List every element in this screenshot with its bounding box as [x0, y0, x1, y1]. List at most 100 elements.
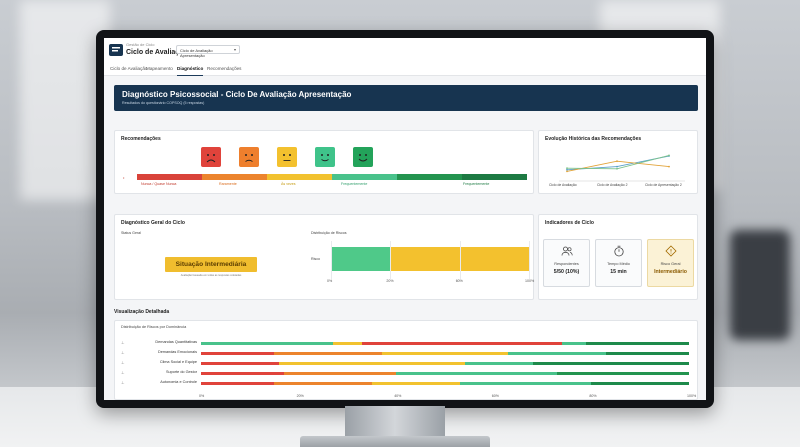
domain-axis-tick: 20%	[296, 394, 304, 398]
app-header: Gestão de Ciclo Ciclo de Avaliação Ciclo…	[104, 38, 706, 62]
face-very-sad-icon	[201, 147, 221, 167]
background-window	[20, 0, 110, 200]
evolucao-x-label: Ciclo de Avaliação 2	[597, 183, 628, 187]
domain-row-segment	[201, 372, 284, 375]
distribution-gridline	[529, 241, 530, 279]
scale-label: Raramente	[219, 182, 237, 186]
distribution-segment	[331, 247, 391, 271]
app-logo-icon	[109, 44, 123, 56]
evolucao-line-chart	[559, 154, 685, 182]
scale-segment	[332, 174, 397, 180]
tab-diagnostico[interactable]: Diagnóstico	[177, 66, 204, 76]
evolucao-card: Evolução Histórica das Recomendações Cic…	[538, 130, 698, 194]
domain-axis-tick: 0%	[199, 394, 205, 398]
distribution-gridline	[331, 241, 332, 279]
distribution-gridline	[390, 241, 392, 279]
indicadores-card: Indicadores de Ciclo Respondentes 5/50 (…	[538, 214, 698, 300]
banner-subtitle: Resultados do questionário COPSOQ (5 res…	[122, 101, 205, 105]
distribution-tick-label: 60%	[455, 279, 463, 283]
domain-row-segment	[283, 372, 397, 375]
domain-row-label: Demandas Quantitativas	[155, 340, 197, 344]
evolucao-point	[668, 165, 670, 168]
evolucao-title: Evolução Histórica das Recomendações	[545, 136, 642, 142]
scale-label: Frequentemente	[341, 182, 368, 186]
indicator-respondentes: Respondentes 5/50 (10%)	[543, 239, 590, 287]
indicator-label: Tempo Médio	[607, 262, 630, 266]
domain-row-segment	[371, 382, 460, 385]
domain-row-segment	[532, 362, 689, 365]
indicator-tempo-medio: Tempo Médio 15 min	[595, 239, 642, 287]
face-neutral-icon	[277, 147, 297, 167]
distribution-bar	[331, 247, 529, 271]
domain-row-label: Autonomia e Controle	[160, 380, 197, 384]
tab-recomendacoes[interactable]: Recomendações	[207, 66, 242, 71]
row-expand-icon[interactable]: ⊥	[121, 350, 125, 355]
domain-row-segment	[201, 382, 275, 385]
domain-axis-tick: 80%	[589, 394, 597, 398]
domain-row-segment	[591, 382, 689, 385]
screen: Gestão de Ciclo Ciclo de Avaliação Ciclo…	[104, 38, 706, 400]
domain-axis-tick: 100%	[687, 394, 697, 398]
domain-row-label: Clima Social e Equipe	[159, 360, 197, 364]
visualizacao-title: Visualização Detalhada	[114, 309, 170, 315]
domain-row-segment	[464, 362, 533, 365]
indicator-value: Intermediário	[654, 269, 687, 275]
domain-row-segment	[562, 342, 587, 345]
domain-row-segment	[606, 352, 689, 355]
domain-row-segment	[201, 352, 275, 355]
visualizacao-subtitle: Distribuição de Riscos por Dominância	[121, 325, 187, 329]
scale-label: Nunca / Quase Nunca	[141, 182, 177, 186]
evolucao-x-label: Ciclo de Apresentação 2	[645, 183, 682, 187]
distribution-row-label: Risco	[311, 257, 320, 261]
tab-mapeamento[interactable]: Mapeamento	[146, 66, 173, 71]
domain-row-segment	[201, 342, 333, 345]
domain-row-segment	[557, 372, 689, 375]
domain-row-bar	[201, 352, 689, 355]
evolucao-point	[616, 160, 618, 163]
domain-row-segment	[274, 382, 372, 385]
cycle-select-value: Ciclo de Avaliação Apresentação	[180, 48, 213, 58]
domain-row-segment	[459, 382, 592, 385]
chevron-down-icon: ▾	[233, 47, 236, 52]
page-title: Ciclo de Avaliação	[126, 49, 188, 56]
diagnostico-title: Diagnóstico Geral do Ciclo	[121, 220, 185, 226]
scale-bar	[137, 174, 527, 180]
indicator-value: 5/50 (10%)	[553, 269, 580, 275]
scale-segment	[267, 174, 332, 180]
evolucao-point	[566, 167, 568, 170]
evolucao-point	[616, 165, 618, 168]
distribution-label: Distribuição de Riscos	[311, 231, 347, 235]
tab-ciclo[interactable]: Ciclo de Avaliação	[110, 66, 148, 71]
tab-bar: Ciclo de Avaliação Mapeamento Diagnóstic…	[104, 62, 706, 76]
evolucao-point	[668, 154, 670, 157]
page-banner: Diagnóstico Psicossocial - Ciclo De Aval…	[114, 85, 698, 111]
cycle-select[interactable]: Ciclo de Avaliação Apresentação ▾	[176, 45, 240, 58]
breadcrumb[interactable]: Gestão de Ciclo	[126, 42, 155, 47]
row-expand-icon[interactable]: ⊥	[121, 360, 125, 365]
indicator-value: 15 min	[610, 269, 627, 275]
row-expand-icon[interactable]: ⊥	[121, 340, 125, 345]
evolucao-point	[566, 168, 568, 171]
background-chair	[730, 230, 790, 340]
users-icon	[561, 246, 573, 256]
row-expand-icon[interactable]: ⊥	[121, 370, 125, 375]
distribution-tick-label: 20%	[386, 279, 394, 283]
scale-segment	[202, 174, 267, 180]
domain-row-segment	[362, 342, 563, 345]
evolucao-point	[616, 167, 618, 170]
domain-row-segment	[396, 372, 558, 375]
row-expand-icon[interactable]: ⊥	[121, 380, 125, 385]
distribution-gridline	[459, 241, 461, 279]
monitor-stand	[345, 406, 445, 440]
distribution-tick-label: 0%	[327, 279, 333, 283]
indicator-risco-geral: Risco Geral Intermediário	[647, 239, 694, 287]
recomendacoes-title: Recomendações	[121, 136, 161, 142]
domain-row-segment	[332, 342, 363, 345]
status-note: Avaliação baseada em todas as respostas …	[180, 274, 242, 277]
status-badge: Situação Intermediária	[165, 257, 257, 272]
domain-row-segment	[508, 352, 607, 355]
timer-icon	[614, 245, 624, 257]
indicator-label: Respondentes	[554, 262, 579, 266]
domain-row-segment	[279, 362, 465, 365]
scale-label: Frequentemente	[463, 182, 490, 186]
